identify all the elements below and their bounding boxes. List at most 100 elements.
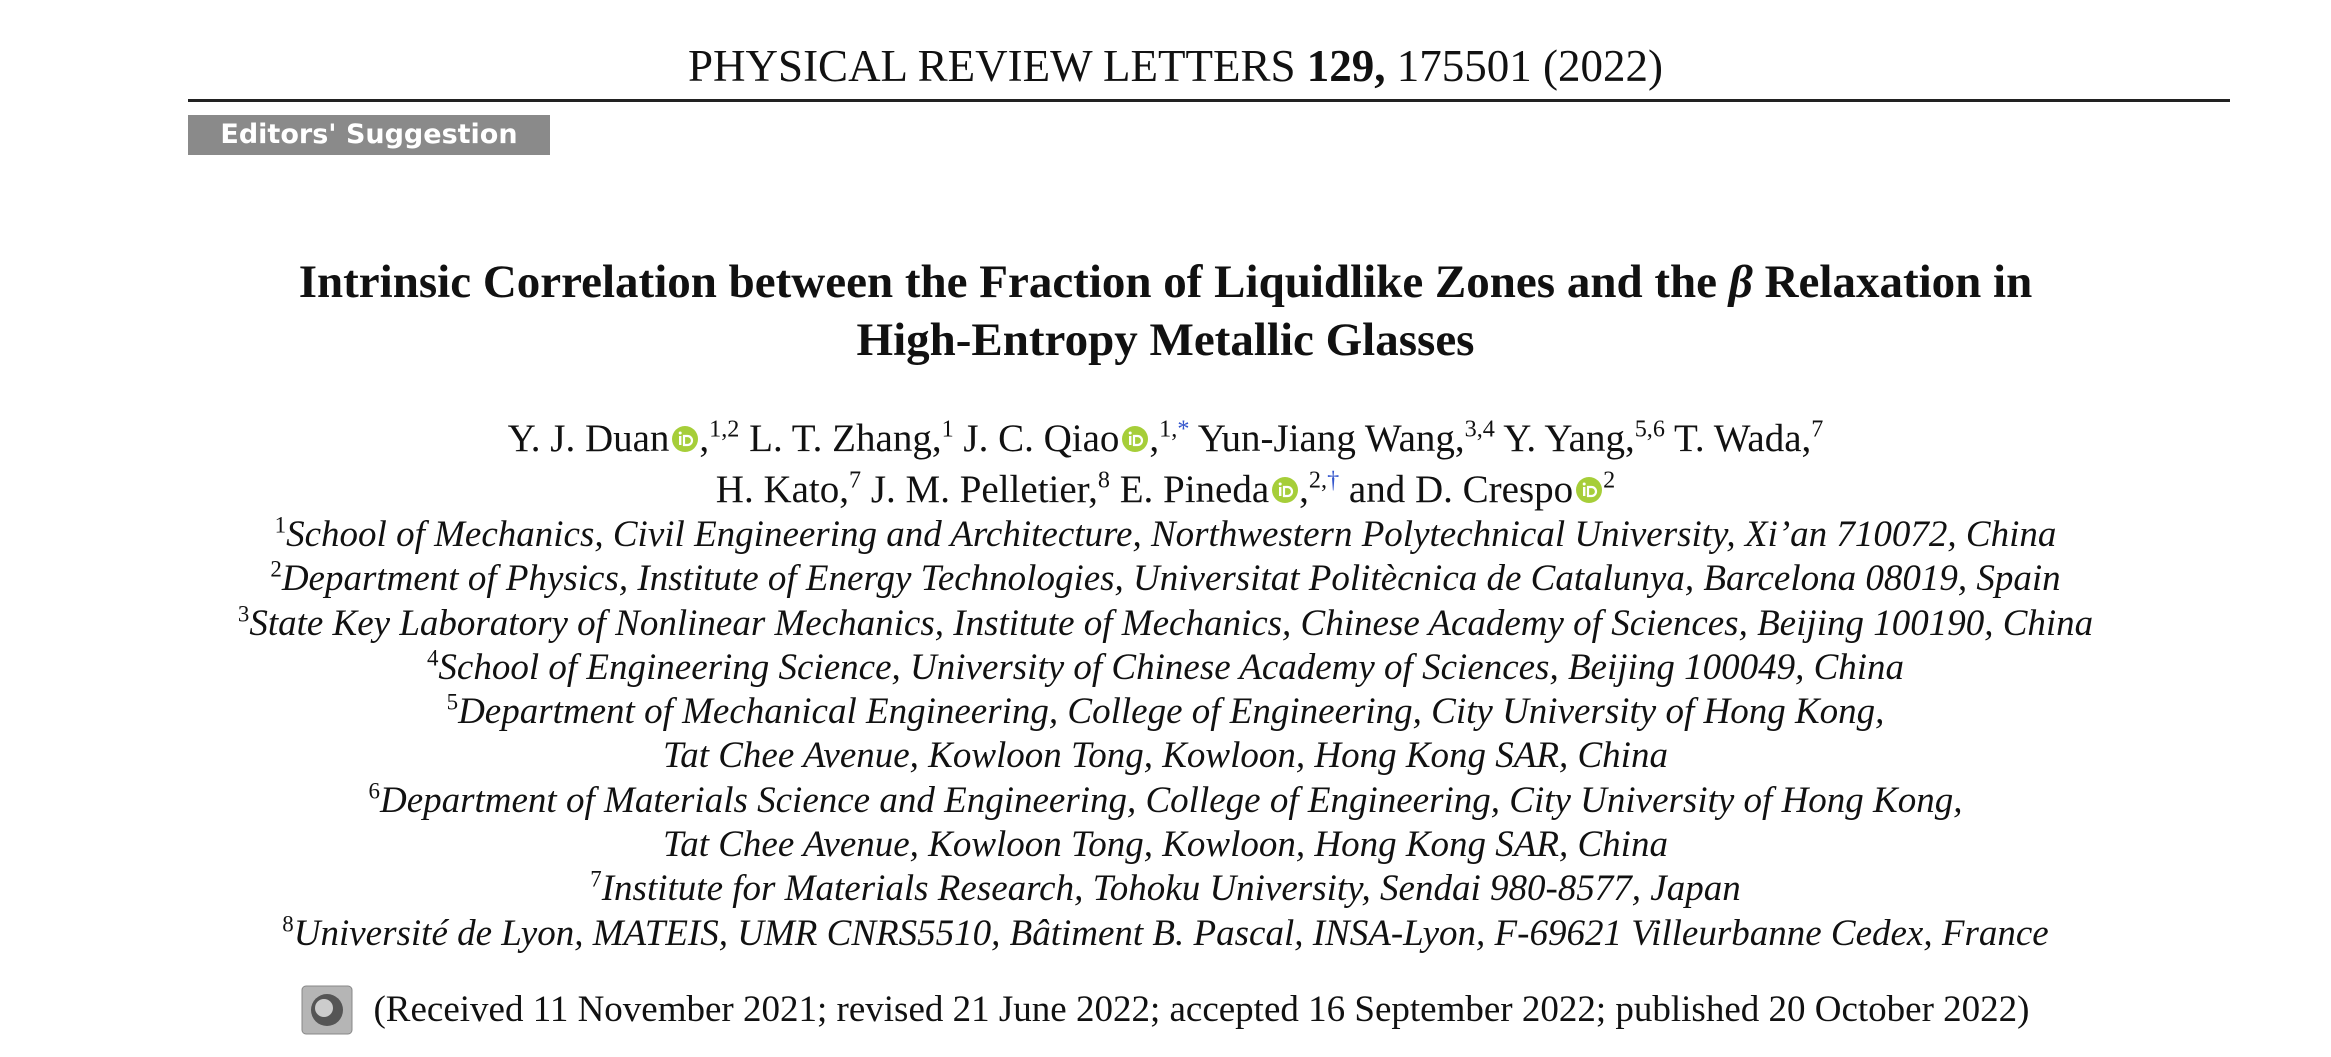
- title-text: Intrinsic Correlation between the Fracti…: [298, 256, 1718, 308]
- page-number: 175501: [1396, 41, 1532, 91]
- author: E. Pineda ,2,†: [1120, 468, 1339, 511]
- affiliation-index: 7: [590, 866, 602, 892]
- author: J. M. Pelletier,8: [871, 468, 1110, 511]
- affiliation-ref: 2,†: [1309, 467, 1339, 494]
- title-text: Relaxation in: [1764, 256, 2033, 308]
- affiliation-ref: 1: [942, 416, 954, 443]
- author-name: Yun-Jiang Wang: [1197, 417, 1455, 460]
- author-name: Y. J. Duan: [507, 417, 670, 460]
- author-separator: ,: [1624, 417, 1635, 460]
- author: J. C. Qiao ,1,*: [963, 417, 1189, 460]
- received-line: (Received 11 November 2021; revised 21 J…: [0, 985, 2331, 1035]
- author-name: H. Kato: [715, 468, 840, 511]
- journal-name: PHYSICAL REVIEW LETTERS: [688, 41, 1296, 91]
- affiliation-number: 8: [1097, 466, 1110, 494]
- check-updates-icon: [301, 985, 353, 1035]
- affiliation-ref: 7: [849, 467, 861, 494]
- affiliation-line: 8Université de Lyon, MATEIS, UMR CNRS551…: [0, 912, 2331, 956]
- author-conjunction: and: [1348, 468, 1406, 511]
- affiliation-text: Department of Physics, Institute of Ener…: [281, 558, 2061, 600]
- affiliation-ref: 8: [1098, 467, 1110, 494]
- author-separator: ,: [699, 417, 710, 460]
- affiliation-text: Tat Chee Avenue, Kowloon Tong, Kowloon, …: [663, 735, 1668, 777]
- affiliation-number: 2,: [1308, 466, 1328, 494]
- affiliation-number: 7: [1811, 415, 1824, 443]
- editors-badge: Editors' Suggestion: [188, 115, 550, 155]
- affiliation-text: Université de Lyon, MATEIS, UMR CNRS5510…: [293, 912, 2049, 954]
- affiliation-number: 1: [941, 415, 954, 443]
- affiliation-line: Tat Chee Avenue, Kowloon Tong, Kowloon, …: [0, 823, 2331, 867]
- affiliations: 1School of Mechanics, Civil Engineering …: [0, 513, 2331, 956]
- affiliation-ref: 1,*: [1159, 416, 1189, 443]
- affiliation-index: 1: [274, 512, 287, 538]
- affiliation-index: 4: [426, 645, 439, 671]
- orcid-icon: [1122, 426, 1149, 452]
- footnote-mark: *: [1177, 415, 1190, 443]
- affiliation-text: Department of Materials Science and Engi…: [379, 779, 1963, 821]
- affiliation-line: 2Department of Physics, Institute of Ene…: [0, 557, 2331, 601]
- author-separator: ,: [1088, 468, 1098, 511]
- orcid-icon: [672, 426, 699, 452]
- affiliation-number: 5,6: [1634, 415, 1665, 443]
- author-name: E. Pineda: [1119, 468, 1270, 511]
- affiliation-number: 1,2: [709, 415, 740, 443]
- author: and D. Crespo 2: [1349, 468, 1615, 511]
- footnote-mark: †: [1327, 466, 1340, 494]
- affiliation-ref: 7: [1811, 416, 1823, 443]
- author-name: T. Wada: [1673, 417, 1802, 460]
- affiliation-ref: 2: [1603, 467, 1615, 494]
- title-symbol: β: [1728, 256, 1753, 308]
- journal-header: PHYSICAL REVIEW LETTERS 129, 175501 (202…: [10, 38, 2331, 94]
- author: H. Kato,7: [716, 468, 861, 511]
- author-separator: ,: [839, 468, 850, 511]
- author: Yun-Jiang Wang,3,4: [1198, 417, 1495, 460]
- affiliation-text: Institute for Materials Research, Tohoku…: [601, 868, 1741, 910]
- author-name: J. M. Pelletier: [870, 468, 1089, 511]
- title-line: Intrinsic Correlation between the Fracti…: [0, 253, 2331, 311]
- affiliation-line: 1School of Mechanics, Civil Engineering …: [0, 513, 2331, 557]
- title-line: High-Entropy Metallic Glasses: [856, 314, 1475, 366]
- year: (2022): [1543, 41, 1663, 91]
- affiliation-ref: 1,2: [709, 416, 739, 443]
- orcid-icon: [1272, 477, 1299, 503]
- affiliation-text: Tat Chee Avenue, Kowloon Tong, Kowloon, …: [663, 824, 1668, 866]
- affiliation-line: 6Department of Materials Science and Eng…: [0, 779, 2331, 823]
- author-name: Y. Yang: [1503, 417, 1625, 460]
- affiliation-number: 7: [849, 466, 862, 494]
- author: T. Wada,7: [1674, 417, 1823, 460]
- affiliation-index: 2: [270, 556, 282, 582]
- affiliation-line: 7Institute for Materials Research, Tohok…: [0, 867, 2331, 911]
- author-name: L. T. Zhang: [749, 417, 932, 460]
- affiliation-index: 5: [446, 689, 459, 715]
- header-rule: [188, 99, 2230, 102]
- author-separator: ,: [931, 417, 942, 460]
- author: Y. J. Duan ,1,2: [508, 417, 740, 460]
- affiliation-text: Department of Mechanical Engineering, Co…: [458, 691, 1885, 733]
- affiliation-ref: 3,4: [1465, 416, 1495, 443]
- affiliation-text: School of Mechanics, Civil Engineering a…: [286, 514, 2057, 555]
- affiliation-line: Tat Chee Avenue, Kowloon Tong, Kowloon, …: [0, 734, 2331, 778]
- author-line: H. Kato,7 J. M. Pelletier,8 E. Pineda ,2,…: [0, 465, 2331, 515]
- affiliation-index: 8: [282, 910, 294, 936]
- affiliation-line: 5Department of Mechanical Engineering, C…: [0, 690, 2331, 734]
- affiliation-text: School of Engineering Science, Universit…: [438, 646, 1905, 688]
- author-separator: ,: [1454, 417, 1465, 460]
- author-separator: ,: [1299, 468, 1309, 511]
- affiliation-index: 6: [368, 778, 380, 804]
- affiliation-number: 2: [1603, 466, 1616, 494]
- author: L. T. Zhang,1: [749, 417, 954, 460]
- affiliation-index: 3: [237, 600, 250, 626]
- author-separator: ,: [1149, 417, 1160, 460]
- author: Y. Yang,5,6: [1503, 417, 1665, 460]
- affiliation-text: State Key Laboratory of Nonlinear Mechan…: [249, 602, 2094, 644]
- affiliation-line: 4School of Engineering Science, Universi…: [0, 646, 2331, 690]
- author-name: D. Crespo: [1414, 468, 1574, 511]
- author-separator: ,: [1801, 417, 1812, 460]
- volume: 129,: [1306, 41, 1386, 91]
- author-name: J. C. Qiao: [963, 417, 1120, 460]
- received-text: (Received 11 November 2021; revised 21 J…: [373, 989, 2030, 1030]
- orcid-icon: [1576, 477, 1603, 503]
- affiliation-line: 3State Key Laboratory of Nonlinear Mecha…: [0, 602, 2331, 646]
- affiliation-ref: 5,6: [1635, 416, 1665, 443]
